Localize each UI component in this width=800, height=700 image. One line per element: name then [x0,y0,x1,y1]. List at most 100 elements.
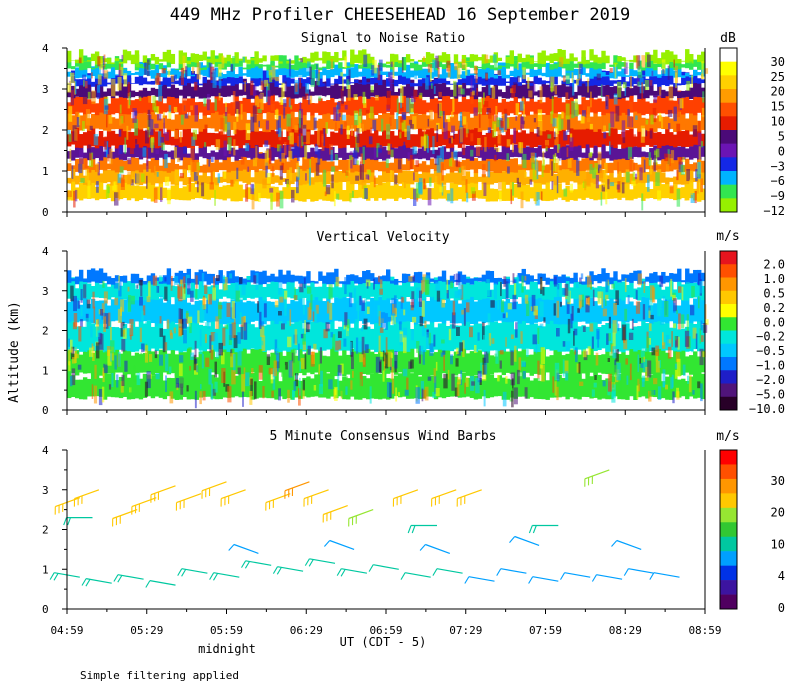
heatmap-cell [509,116,514,129]
heatmap-cell [230,71,235,86]
heatmap-cell [134,76,140,84]
heatmap-cell [517,132,522,148]
heatmap-cell [82,132,88,146]
heatmap-cell [409,79,415,98]
heatmap-speckle [501,300,505,313]
heatmap-speckle [421,326,426,337]
heatmap-speckle [276,355,279,372]
heatmap-cell [401,273,407,283]
heatmap-cell [465,317,471,351]
heatmap-cell [110,277,116,285]
heatmap-cell [274,78,279,96]
heatmap-speckle [135,54,140,68]
heatmap-cell [585,157,590,171]
heatmap-cell [210,162,215,172]
heatmap-cell [226,284,231,299]
heatmap-cell [401,275,407,301]
heatmap-cell [433,163,439,171]
heatmap-speckle [558,143,561,161]
heatmap-cell [67,301,72,323]
heatmap-cell [226,103,231,114]
heatmap-speckle [241,283,246,296]
heatmap-cell [473,301,479,324]
heatmap-speckle [678,157,683,165]
heatmap-cell [621,351,626,375]
heatmap-speckle [627,295,630,305]
heatmap-cell [146,143,152,159]
heatmap-cell [449,63,455,79]
heatmap-cell [326,52,331,61]
heatmap-speckle [364,188,368,200]
heatmap-cell [354,79,359,98]
heatmap-cell [198,277,203,299]
heatmap-cell [697,281,702,298]
heatmap-speckle [517,75,520,82]
heatmap-speckle [279,165,283,180]
heatmap-cell [230,168,235,184]
heatmap-cell [629,173,634,185]
heatmap-cell [657,275,662,282]
heatmap-speckle [494,144,496,150]
heatmap-cell [78,79,84,86]
heatmap-cell [174,68,180,79]
heatmap-cell [322,147,327,161]
heatmap-speckle [347,85,351,101]
heatmap-cell [525,274,530,285]
heatmap-speckle [603,132,607,139]
heatmap-speckle [447,115,451,122]
heatmap-cell [218,53,223,63]
snr-title: Signal to Noise Ratio [301,31,465,46]
heatmap-speckle [68,361,71,372]
heatmap-cell [190,356,195,376]
heatmap-cell [370,157,375,173]
heatmap-speckle [111,311,116,320]
heatmap-speckle [344,277,347,295]
heatmap-speckle [576,158,580,176]
heatmap-speckle [194,340,197,357]
heatmap-cell [306,271,311,284]
wind-barb-shaft [373,564,399,570]
heatmap-cell [581,66,586,76]
heatmap-cell [262,171,267,185]
heatmap-cell [485,132,491,148]
heatmap-cell [549,317,554,351]
heatmap-speckle [574,350,576,355]
heatmap-cell [154,354,160,374]
heatmap-speckle [520,191,524,209]
heatmap-speckle [302,389,305,399]
heatmap-cell [230,102,235,116]
heatmap-speckle [305,92,309,99]
heatmap-cell [74,288,80,298]
heatmap-speckle [594,163,599,173]
heatmap-cell [366,111,371,130]
heatmap-speckle [412,116,417,130]
heatmap-cell [489,355,495,375]
heatmap-speckle [643,281,646,293]
heatmap-speckle [446,290,449,299]
heatmap-speckle [576,78,579,86]
heatmap-cell [561,108,566,130]
heatmap-cell [158,94,164,114]
heatmap-speckle [496,147,500,152]
heatmap-cell [182,126,188,147]
heatmap-speckle [386,123,391,140]
heatmap-speckle [564,360,569,374]
heatmap-speckle [260,321,264,327]
heatmap-speckle [266,120,270,130]
heatmap-speckle [164,132,169,141]
heatmap-speckle [318,364,320,375]
heatmap-speckle [304,352,307,370]
heatmap-cell [585,60,590,64]
heatmap-speckle [389,76,393,92]
heatmap-speckle [651,70,654,76]
heatmap-cell [270,173,275,184]
heatmap-speckle [108,384,112,390]
heatmap-cell [669,293,674,322]
heatmap-cell [306,168,311,184]
heatmap-speckle [461,59,466,69]
heatmap-cell [625,60,630,62]
heatmap-cell [593,62,598,77]
heatmap-cell [569,53,574,62]
heatmap-cell [254,90,259,96]
heatmap-speckle [83,80,85,87]
